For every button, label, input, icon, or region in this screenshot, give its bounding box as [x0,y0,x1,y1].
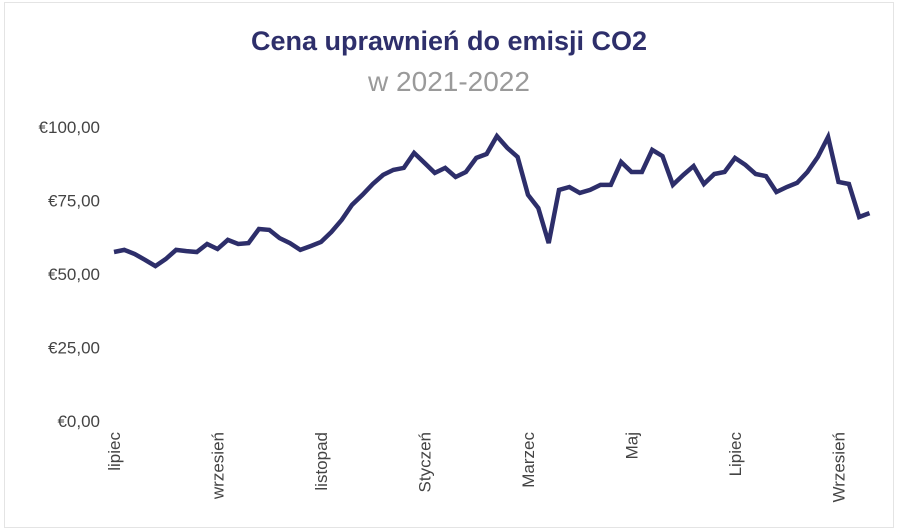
chart-frame [4,2,894,528]
x-tick-label: wrzesień [209,432,228,500]
y-tick-label: €50,00 [48,265,100,284]
chart-subtitle: w 2021-2022 [368,66,530,97]
y-tick-label: €0,00 [57,412,100,431]
x-tick-label: listopad [312,432,331,491]
x-tick-label: Lipiec [726,432,745,477]
x-tick-label: Styczeń [416,432,435,492]
x-tick-label: Maj [623,432,642,459]
x-tick-label: Marzec [519,432,538,488]
price-series-line [113,130,871,269]
y-tick-label: €100,00 [39,118,100,137]
y-tick-label: €75,00 [48,192,100,211]
x-tick-label: Wrzesień [830,432,849,503]
chart-title: Cena uprawnień do emisji CO2 [250,26,648,56]
x-tick-label: lipiec [105,432,124,471]
y-tick-label: €25,00 [48,339,100,358]
